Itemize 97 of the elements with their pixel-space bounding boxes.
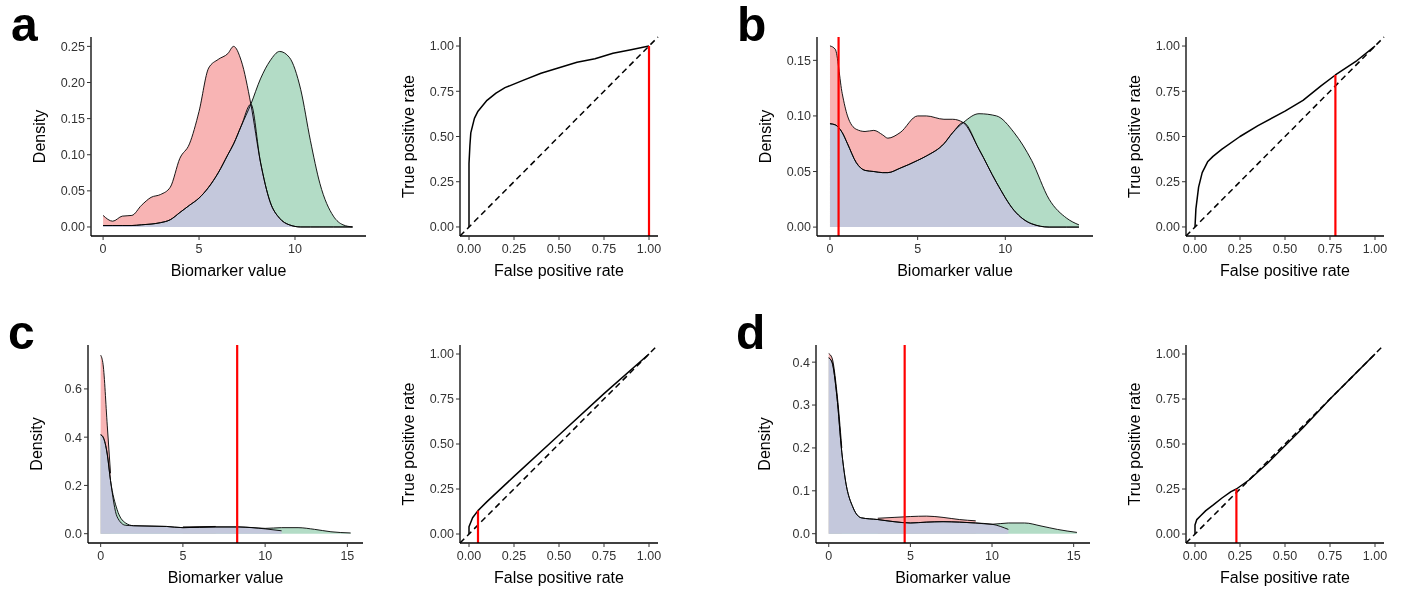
y-tick-label: 1.00 [1155, 39, 1181, 54]
x-axis-title: False positive rate [1220, 569, 1351, 586]
x-axis-title: Biomarker value [895, 569, 1011, 586]
x-tick-label: 0.00 [1182, 549, 1208, 563]
y-tick-label: 0.00 [60, 220, 86, 235]
x-tick-label: 1.00 [1362, 549, 1388, 563]
y-tick-label: 0.3 [792, 398, 811, 413]
x-tick-label: 0.75 [1317, 242, 1343, 256]
y-tick-label: 0.50 [429, 129, 455, 144]
x-tick-label: 0.50 [546, 549, 572, 563]
y-tick-label: 0.75 [429, 84, 455, 99]
chart-title: b [737, 0, 767, 51]
x-tick-label: 5 [195, 242, 203, 256]
y-tick-label: 1.00 [1155, 347, 1181, 362]
x-tick-label: 0.75 [591, 242, 617, 256]
y-axis-title: True positive rate [1126, 382, 1143, 506]
x-tick-label: 0.50 [546, 242, 572, 256]
y-tick-label: 0.05 [60, 184, 86, 199]
x-tick-label: 5 [179, 549, 187, 563]
y-tick-label: 0.25 [1155, 482, 1181, 497]
y-tick-label: 0.0 [792, 527, 811, 542]
y-tick-label: 0.05 [786, 164, 812, 179]
x-tick-label: 0.25 [501, 549, 527, 563]
x-tick-label: 0 [825, 549, 833, 563]
y-tick-label: 0.00 [1155, 527, 1181, 542]
line-series [468, 353, 650, 535]
x-tick-label: 0.00 [456, 549, 482, 563]
x-axis-title: False positive rate [1220, 262, 1351, 279]
y-axis-title: True positive rate [400, 74, 417, 199]
x-tick-label: 0 [97, 549, 105, 563]
y-tick-label: 0.25 [1155, 175, 1181, 190]
y-tick-label: 0.50 [1155, 129, 1181, 144]
y-tick-label: 0.75 [1155, 392, 1181, 407]
x-tick-label: 1.00 [636, 549, 662, 563]
x-tick-label: 0.50 [1272, 549, 1298, 563]
y-axis-title: Density [756, 417, 773, 471]
line-series [468, 45, 650, 228]
y-tick-label: 0.20 [60, 75, 86, 90]
x-tick-label: 15 [1066, 549, 1081, 563]
y-tick-label: 0.2 [64, 478, 83, 493]
x-tick-label: 1.00 [1362, 242, 1388, 256]
y-tick-label: 0.50 [1155, 437, 1181, 452]
y-tick-label: 0.4 [792, 355, 811, 370]
x-tick-label: 0.00 [1182, 242, 1208, 256]
y-tick-label: 0.00 [786, 220, 812, 235]
y-tick-label: 0.50 [429, 437, 455, 452]
y-tick-label: 0.25 [60, 39, 86, 54]
y-tick-label: 1.00 [429, 347, 455, 362]
x-tick-label: 10 [985, 549, 1000, 563]
y-tick-label: 1.00 [429, 39, 455, 54]
y-tick-label: 0.4 [64, 430, 83, 445]
x-tick-label: 0.75 [591, 549, 617, 563]
x-axis-title: False positive rate [494, 569, 625, 586]
x-axis-title: Biomarker value [167, 569, 284, 586]
y-tick-label: 0.1 [792, 484, 811, 499]
y-tick-label: 0.00 [429, 220, 455, 235]
y-axis-title: Density [31, 109, 48, 164]
y-tick-label: 0.2 [792, 441, 811, 456]
y-tick-label: 0.75 [429, 392, 455, 407]
chart-title: d [736, 306, 766, 359]
x-tick-label: 10 [258, 549, 273, 563]
line-series [1194, 353, 1376, 535]
x-tick-label: 0 [826, 242, 834, 256]
x-tick-label: 0.25 [1227, 549, 1253, 563]
chart-title: a [11, 0, 38, 51]
x-tick-label: 5 [906, 549, 914, 563]
x-tick-label: 5 [914, 242, 922, 256]
x-tick-label: 0.25 [1227, 242, 1253, 256]
y-tick-label: 0.25 [429, 175, 455, 190]
x-tick-label: 0.50 [1272, 242, 1298, 256]
y-tick-label: 0.00 [429, 527, 455, 542]
x-tick-label: 0.00 [456, 242, 482, 256]
y-tick-label: 0.15 [786, 53, 812, 68]
y-axis-title: Density [28, 417, 45, 471]
y-tick-label: 0.00 [1155, 220, 1181, 235]
y-tick-label: 0.25 [429, 482, 455, 497]
y-tick-label: 0.10 [786, 109, 812, 124]
y-tick-label: 0.10 [60, 148, 86, 163]
y-tick-label: 0.0 [64, 527, 83, 542]
y-tick-label: 0.75 [1155, 84, 1181, 99]
y-axis-title: Density [757, 109, 774, 164]
y-tick-label: 0.15 [60, 112, 86, 126]
x-tick-label: 10 [288, 242, 302, 256]
x-axis-title: Biomarker value [170, 262, 287, 279]
y-axis-title: True positive rate [1126, 74, 1143, 199]
x-tick-label: 15 [340, 549, 355, 563]
line-series [1194, 45, 1376, 228]
x-tick-label: 1.00 [636, 242, 662, 256]
y-tick-label: 0.6 [64, 382, 83, 397]
y-axis-title: True positive rate [400, 382, 417, 506]
x-tick-label: 0.75 [1317, 549, 1343, 563]
x-axis-title: Biomarker value [897, 262, 1013, 279]
x-tick-label: 10 [998, 242, 1013, 256]
x-tick-label: 0.25 [501, 242, 527, 256]
x-tick-label: 0 [99, 242, 107, 256]
x-axis-title: False positive rate [494, 262, 625, 279]
chart-title: c [8, 306, 35, 359]
